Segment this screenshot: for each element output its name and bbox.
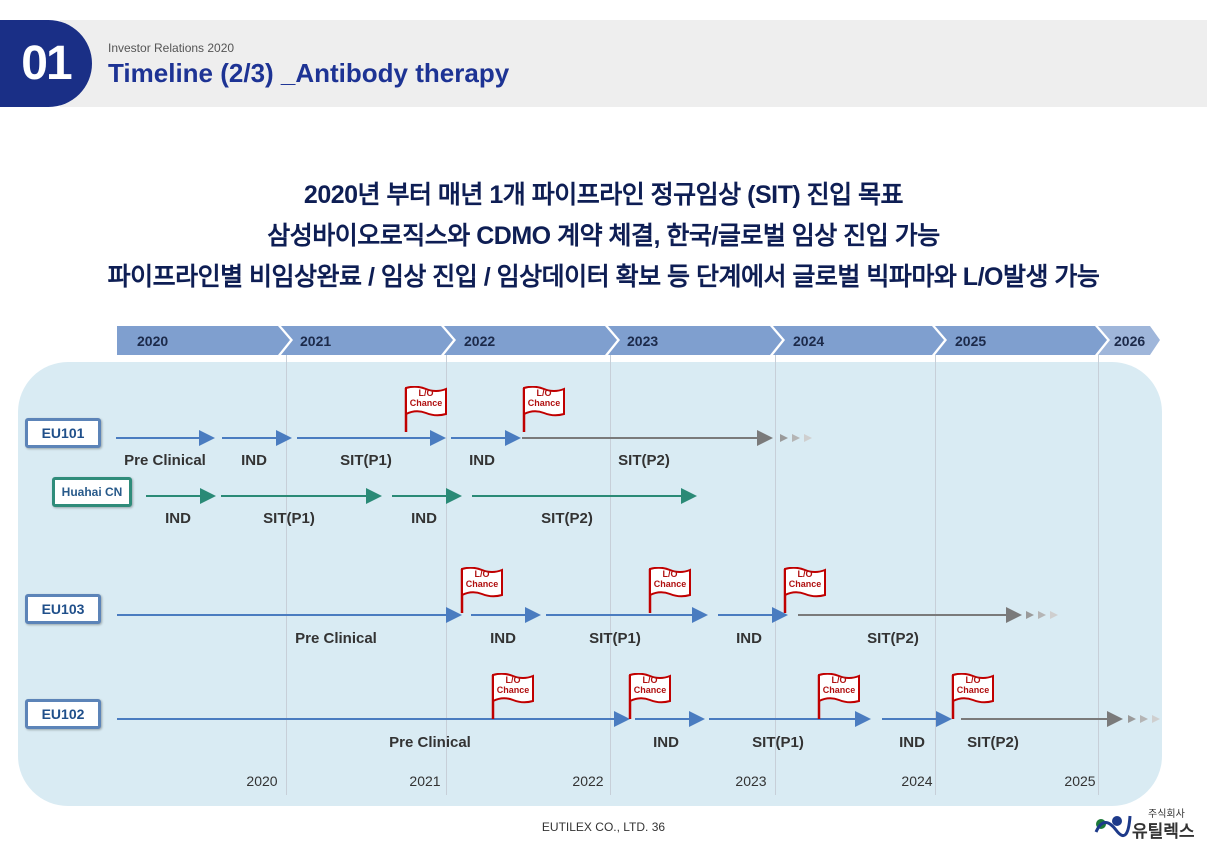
gridline-2024 (775, 355, 776, 795)
lo-chance-flag-icon: L/O Chance (783, 566, 827, 613)
eu103-phase-preclinical: Pre Clinical (295, 630, 377, 647)
track-label-eu101: EU101 (25, 418, 101, 448)
flag-line1: L/O (474, 569, 490, 579)
track-label-eu103: EU103 (25, 594, 101, 624)
year-bottom-2021: 2021 (409, 773, 441, 789)
lo-chance-flag-icon: L/O Chance (404, 385, 448, 432)
flag-line2: Chance (409, 398, 443, 408)
huahai-phase-ind: IND (165, 510, 191, 527)
huahai-phase-sit-p1: SIT(P1) (263, 510, 315, 527)
eu101-phase-sit-p1: SIT(P1) (340, 452, 392, 469)
header-subtitle: Investor Relations 2020 (108, 41, 235, 55)
flag-line1: L/O (505, 675, 521, 685)
eu102-phase-preclinical: Pre Clinical (389, 734, 471, 751)
lo-chance-flag-icon: L/O Chance (648, 566, 692, 613)
flag-line1: L/O (642, 675, 658, 685)
gridline-2026 (1098, 355, 1099, 795)
eu101-phase-ind-2: IND (469, 452, 495, 469)
eu102-phase-ind-2: IND (899, 734, 925, 751)
flag-line2: Chance (527, 398, 561, 408)
lo-chance-flag-icon: L/O Chance (491, 672, 535, 719)
year-top-2024: 2024 (793, 333, 825, 349)
year-bottom-2020: 2020 (246, 773, 278, 789)
eu102-phase-ind: IND (653, 734, 679, 751)
lo-chance-flag-icon: L/O Chance (817, 672, 861, 719)
year-bottom-2025: 2025 (1064, 773, 1096, 789)
lo-chance-flag-icon: L/O Chance (951, 672, 995, 719)
lo-chance-flag-icon: L/O Chance (460, 566, 504, 613)
flag-line2: Chance (653, 579, 687, 589)
flag-line1: L/O (965, 675, 981, 685)
eu103-phase-ind-2: IND (736, 630, 762, 647)
flag-line2: Chance (956, 685, 990, 695)
flag-line1: L/O (536, 388, 552, 398)
gridline-2023 (610, 355, 611, 795)
logo-subtext: 주식회사 (1148, 809, 1185, 820)
lo-chance-flag-icon: L/O Chance (628, 672, 672, 719)
year-top-2023: 2023 (627, 333, 659, 349)
eu102-phase-sit-p1: SIT(P1) (752, 734, 804, 751)
eu101-phase-sit-p2: SIT(P2) (618, 452, 670, 469)
eu101-phase-ind: IND (241, 452, 267, 469)
eu101-phase-preclinical: Pre Clinical (124, 452, 206, 469)
year-top-2021: 2021 (300, 333, 332, 349)
flag-line2: Chance (788, 579, 822, 589)
year-bottom-2022: 2022 (572, 773, 604, 789)
headline-1: 2020년 부터 매년 1개 파이프라인 정규임상 (SIT) 진입 목표 (303, 181, 904, 209)
gridline-2025 (935, 355, 936, 795)
flag-line1: L/O (797, 569, 813, 579)
lo-chance-flag-icon: L/O Chance (522, 385, 566, 432)
year-top-2022: 2022 (464, 333, 496, 349)
eu103-phase-sit-p1: SIT(P1) (589, 630, 641, 647)
track-label-huahai: Huahai CN (52, 477, 132, 507)
flag-line1: L/O (418, 388, 434, 398)
year-bottom-2023: 2023 (735, 773, 767, 789)
year-top-2025: 2025 (955, 333, 987, 349)
section-number-badge: 01 (0, 20, 92, 107)
footer-text: EUTILEX CO., LTD. 36 (541, 820, 666, 834)
headline-2: 삼성바이오로직스와 CDMO 계약 체결, 한국/글로벌 임상 진입 가능 (267, 222, 940, 250)
page-title: Timeline (2/3) _Antibody therapy (108, 58, 510, 88)
huahai-phase-sit-p2: SIT(P2) (541, 510, 593, 527)
headline-3: 파이프라인별 비임상완료 / 임상 진입 / 임상데이터 확보 등 단계에서 글… (107, 263, 1100, 291)
flag-line2: Chance (633, 685, 667, 695)
flag-line1: L/O (831, 675, 847, 685)
year-bottom-2024: 2024 (901, 773, 933, 789)
header-bar (60, 20, 1207, 107)
year-top-2026: 2026 (1114, 333, 1146, 349)
eu103-phase-sit-p2: SIT(P2) (867, 630, 919, 647)
year-top-2020: 2020 (137, 333, 169, 349)
company-logo-icon (1094, 815, 1132, 838)
flag-line2: Chance (822, 685, 856, 695)
gridline-2022 (446, 355, 447, 795)
eu102-phase-sit-p2: SIT(P2) (967, 734, 1019, 751)
track-label-eu102: EU102 (25, 699, 101, 729)
flag-line2: Chance (465, 579, 499, 589)
flag-line2: Chance (496, 685, 530, 695)
flag-line1: L/O (662, 569, 678, 579)
huahai-phase-ind-2: IND (411, 510, 437, 527)
logo-name: 유틸렉스 (1132, 822, 1195, 841)
gridline-2021 (286, 355, 287, 795)
eu103-phase-ind: IND (490, 630, 516, 647)
